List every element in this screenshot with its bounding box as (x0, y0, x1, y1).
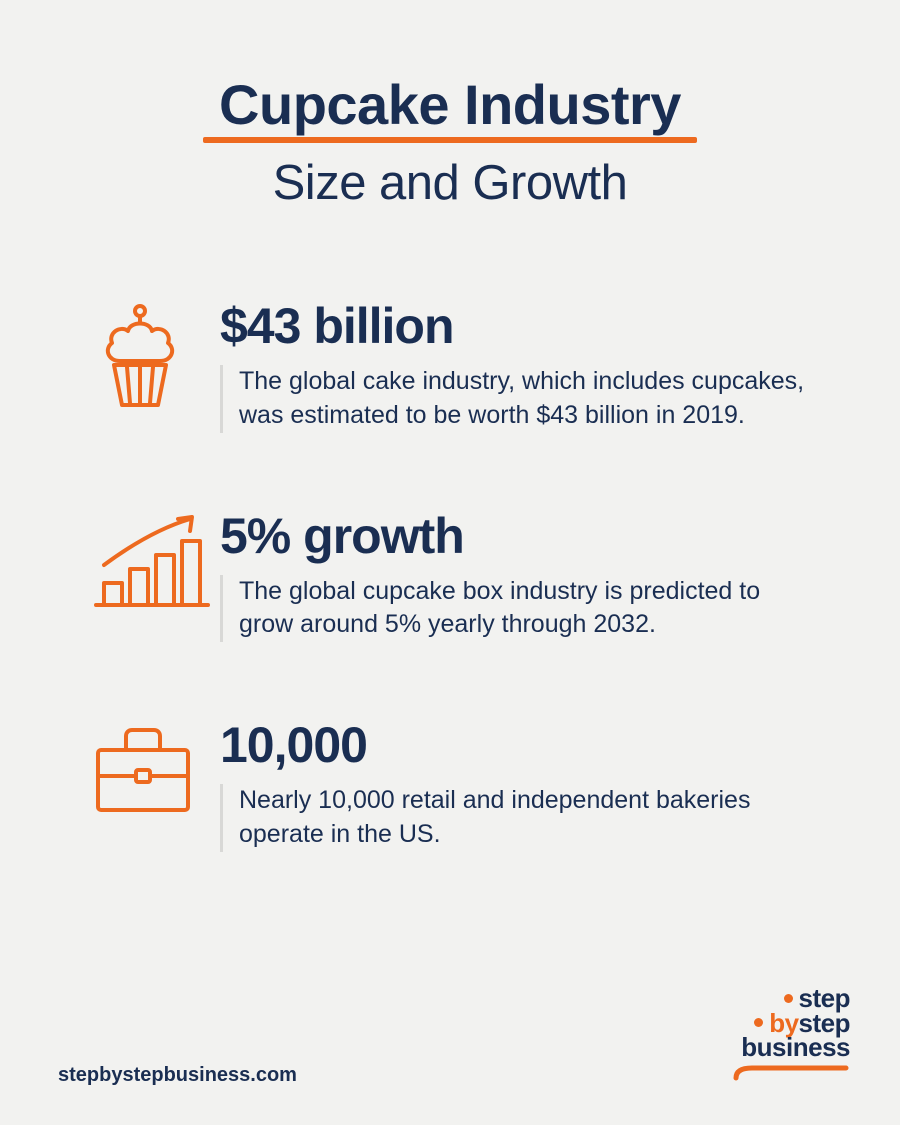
stat-description: The global cupcake box industry is predi… (220, 575, 810, 643)
stat-value: 5% growth (220, 511, 810, 561)
stat-text: 5% growth The global cupcake box industr… (220, 511, 810, 643)
logo-line-3: business (741, 1035, 850, 1060)
stat-value: 10,000 (220, 720, 810, 770)
stats-list: $43 billion The global cake industry, wh… (0, 301, 900, 852)
logo-dot-icon (754, 1018, 763, 1027)
logo: step bystep business (732, 986, 850, 1087)
stat-item: 5% growth The global cupcake box industr… (90, 511, 810, 643)
title-line-2: Size and Growth (0, 155, 900, 211)
stat-text: 10,000 Nearly 10,000 retail and independ… (220, 720, 810, 852)
briefcase-icon (90, 720, 220, 817)
stat-item: 10,000 Nearly 10,000 retail and independ… (90, 720, 810, 852)
stat-item: $43 billion The global cake industry, wh… (90, 301, 810, 433)
logo-arc-icon (732, 1064, 850, 1082)
stat-text: $43 billion The global cake industry, wh… (220, 301, 810, 433)
title-line-1: Cupcake Industry (219, 72, 681, 137)
growth-chart-icon (90, 511, 220, 613)
stat-description: The global cake industry, which includes… (220, 365, 810, 433)
cupcake-icon (90, 301, 220, 413)
footer: stepbystepbusiness.com step bystep busin… (0, 986, 900, 1087)
footer-url: stepbystepbusiness.com (58, 1064, 297, 1087)
stat-description: Nearly 10,000 retail and independent bak… (220, 784, 810, 852)
logo-dot-icon (784, 994, 793, 1003)
header: Cupcake Industry Size and Growth (0, 0, 900, 211)
stat-value: $43 billion (220, 301, 810, 351)
